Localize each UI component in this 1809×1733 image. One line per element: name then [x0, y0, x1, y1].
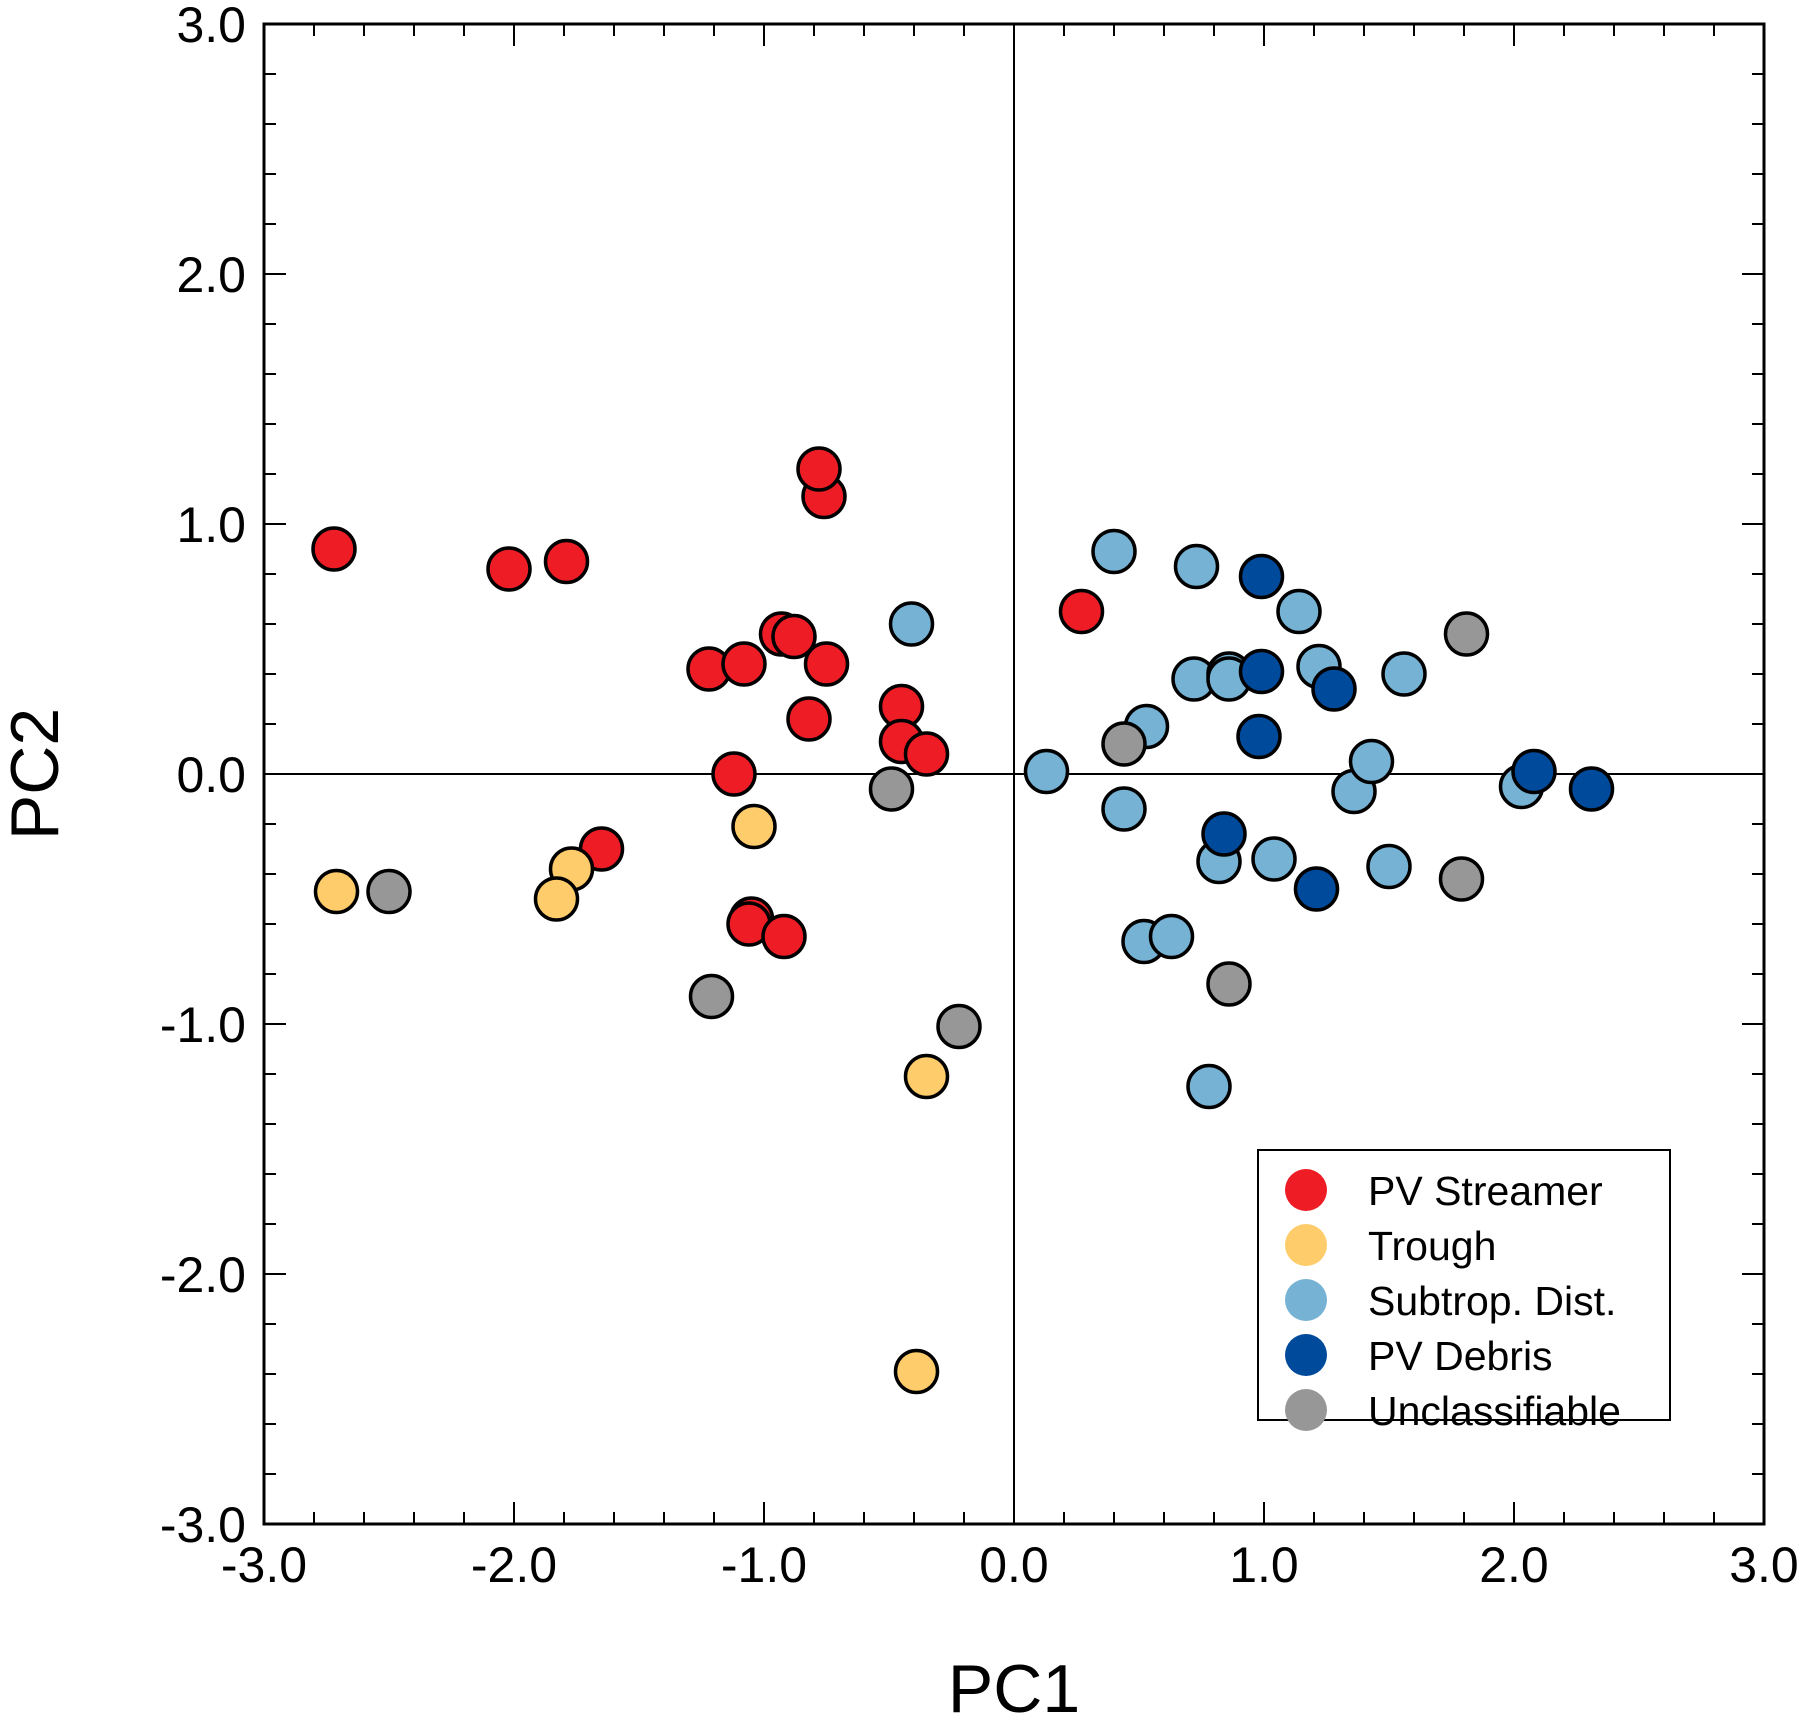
- point-pv-debris: [1293, 866, 1340, 912]
- point-subtrop-dist: [1276, 588, 1322, 635]
- legend-label: PV Streamer: [1368, 1168, 1603, 1214]
- point-pv-streamer: [486, 546, 532, 592]
- y-axis-title: PC2: [0, 708, 73, 840]
- y-tick-label: 1.0: [176, 497, 246, 553]
- point-pv-debris: [1238, 553, 1285, 600]
- legend-label: Subtrop. Dist.: [1368, 1278, 1616, 1324]
- x-tick-label: -1.0: [721, 1537, 807, 1593]
- point-unclassifiable: [1443, 611, 1490, 657]
- axis-ticks: [263, 23, 1765, 1525]
- point-unclassifiable: [868, 766, 915, 812]
- point-unclassifiable: [366, 868, 412, 915]
- point-pv-streamer: [721, 641, 767, 687]
- point-unclassifiable: [688, 973, 735, 1020]
- x-tick-label: 0.0: [979, 1537, 1049, 1593]
- legend-label: PV Debris: [1368, 1333, 1553, 1379]
- y-tick-label: -3.0: [160, 1497, 246, 1553]
- x-axis-title: PC1: [948, 1651, 1080, 1727]
- point-pv-debris: [1201, 811, 1247, 857]
- point-pv-streamer: [786, 696, 832, 742]
- point-unclassifiable: [936, 1003, 982, 1050]
- point-unclassifiable: [1206, 961, 1252, 1007]
- y-tick-label: -1.0: [160, 997, 246, 1053]
- y-tick-label: 0.0: [176, 747, 246, 803]
- point-subtrop-dist: [1348, 738, 1395, 785]
- legend-swatch: [1285, 1224, 1327, 1266]
- point-pv-streamer: [803, 641, 850, 687]
- x-tick-label: 2.0: [1479, 1537, 1549, 1593]
- point-pv-streamer: [761, 913, 807, 960]
- x-tick-label: -2.0: [471, 1537, 557, 1593]
- point-pv-streamer: [796, 446, 842, 492]
- point-pv-streamer: [1058, 588, 1105, 635]
- point-trough: [533, 876, 580, 922]
- point-subtrop-dist: [888, 601, 935, 647]
- point-pv-streamer: [903, 731, 950, 777]
- y-tick-label: 3.0: [176, 0, 246, 53]
- legend-box: [1257, 1149, 1671, 1421]
- point-pv-streamer: [543, 538, 590, 585]
- legend-label: Unclassifiable: [1368, 1388, 1621, 1434]
- point-pv-debris: [1511, 748, 1557, 795]
- x-tick-label: 3.0: [1729, 1537, 1799, 1593]
- point-subtrop-dist: [1148, 913, 1195, 960]
- point-trough: [313, 868, 360, 915]
- point-trough: [893, 1348, 940, 1395]
- point-subtrop-dist: [1381, 651, 1427, 697]
- plot-frame: [262, 22, 1766, 1526]
- point-unclassifiable: [1101, 721, 1147, 767]
- legend-swatch: [1285, 1169, 1327, 1211]
- point-unclassifiable: [1438, 856, 1485, 902]
- point-pv-debris: [1238, 648, 1285, 695]
- point-pv-streamer: [711, 751, 757, 797]
- x-tick-label: -3.0: [221, 1537, 307, 1593]
- point-subtrop-dist: [1023, 748, 1070, 795]
- data-points: [311, 446, 1615, 1395]
- point-subtrop-dist: [1366, 843, 1412, 890]
- y-tick-label: 2.0: [176, 247, 246, 303]
- point-pv-streamer: [311, 526, 357, 572]
- point-pv-debris: [1311, 666, 1357, 712]
- y-tick-label: -2.0: [160, 1247, 246, 1303]
- point-subtrop-dist: [1091, 528, 1137, 575]
- legend-label: Trough: [1368, 1223, 1496, 1269]
- point-subtrop-dist: [1173, 543, 1220, 590]
- tick-labels: -3.0 -2.0 -1.0 0.0 1.0 2.0 3.0 -3.0 -2.0 -1.0 0.0 1…: [160, 0, 1799, 1593]
- legend-swatch: [1285, 1334, 1327, 1376]
- legend: PV Streamer Trough Subtrop. Dist. PV Debris…: [1257, 1149, 1671, 1434]
- point-pv-streamer: [771, 613, 817, 660]
- point-trough: [731, 803, 777, 850]
- point-subtrop-dist: [1101, 786, 1147, 832]
- legend-swatch: [1285, 1389, 1327, 1431]
- point-trough: [903, 1053, 950, 1100]
- point-subtrop-dist: [1186, 1063, 1232, 1110]
- x-tick-label: 1.0: [1229, 1537, 1299, 1593]
- legend-swatch: [1285, 1279, 1327, 1321]
- point-pv-debris: [1236, 713, 1282, 760]
- point-pv-debris: [1568, 766, 1615, 812]
- point-subtrop-dist: [1251, 836, 1297, 882]
